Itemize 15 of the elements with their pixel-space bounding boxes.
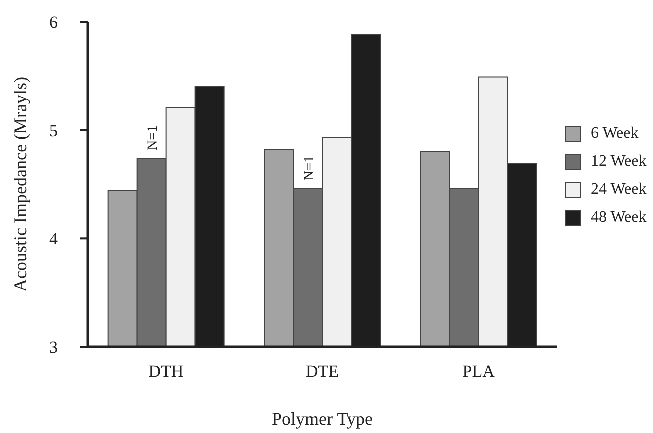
legend-label: 24 Week bbox=[591, 180, 647, 198]
annotation: N=1 bbox=[146, 125, 162, 150]
x-tick-label: DTH bbox=[148, 362, 184, 382]
x-axis-title: Polymer Type bbox=[272, 409, 373, 429]
y-tick-label: 5 bbox=[50, 121, 58, 140]
y-tick-label: 6 bbox=[50, 13, 58, 32]
legend-label: 6 Week bbox=[591, 124, 639, 142]
legend-label: 48 Week bbox=[591, 208, 647, 226]
y-tick-label: 3 bbox=[50, 338, 58, 358]
x-tick-label: PLA bbox=[462, 362, 496, 382]
x-tick-label: DTE bbox=[306, 362, 340, 382]
annotation: N=1 bbox=[302, 156, 318, 181]
legend-label: 12 Week bbox=[591, 152, 647, 170]
y-axis-title: Acoustic Impedance (Mrayls) bbox=[10, 77, 30, 292]
y-tick-label: 4 bbox=[50, 230, 58, 249]
